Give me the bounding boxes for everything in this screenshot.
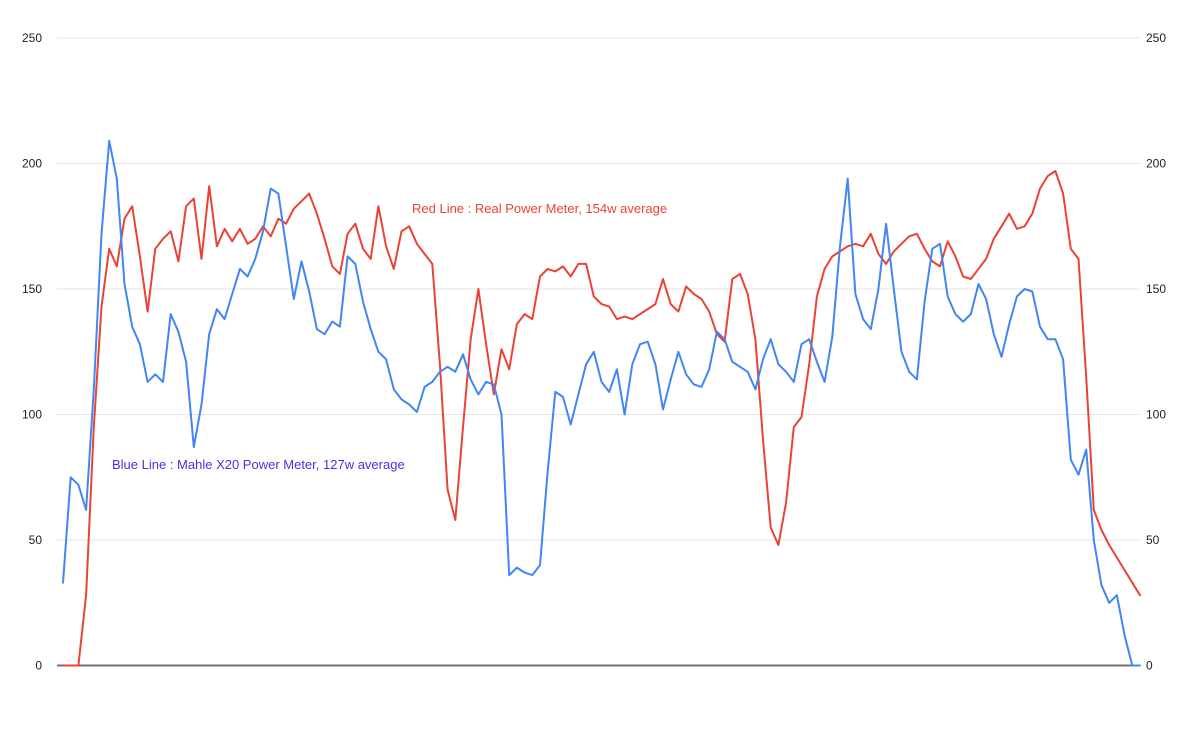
y-axis-left-label-150: 150 xyxy=(22,282,42,296)
y-axis-right-label-50: 50 xyxy=(1146,533,1160,547)
y-axis-left-label-250: 250 xyxy=(22,31,42,45)
red-series-annotation: Red Line : Real Power Meter, 154w averag… xyxy=(412,201,668,216)
red-series-line xyxy=(62,170,1141,667)
y-axis-left-label-0: 0 xyxy=(35,659,42,673)
y-axis-right-label-100: 100 xyxy=(1146,408,1166,422)
y-axis-left-label-50: 50 xyxy=(29,533,43,547)
y-axis-right-label-200: 200 xyxy=(1146,157,1166,171)
y-axis-left-label-200: 200 xyxy=(22,157,42,171)
y-axis-left-label-100: 100 xyxy=(22,408,42,422)
y-axis-right-label-250: 250 xyxy=(1146,31,1166,45)
y-axis-right-label-150: 150 xyxy=(1146,282,1166,296)
y-axis-right-label-0: 0 xyxy=(1146,659,1153,673)
blue-series-line xyxy=(62,139,1141,667)
blue-series-annotation: Blue Line : Mahle X20 Power Meter, 127w … xyxy=(112,457,405,472)
